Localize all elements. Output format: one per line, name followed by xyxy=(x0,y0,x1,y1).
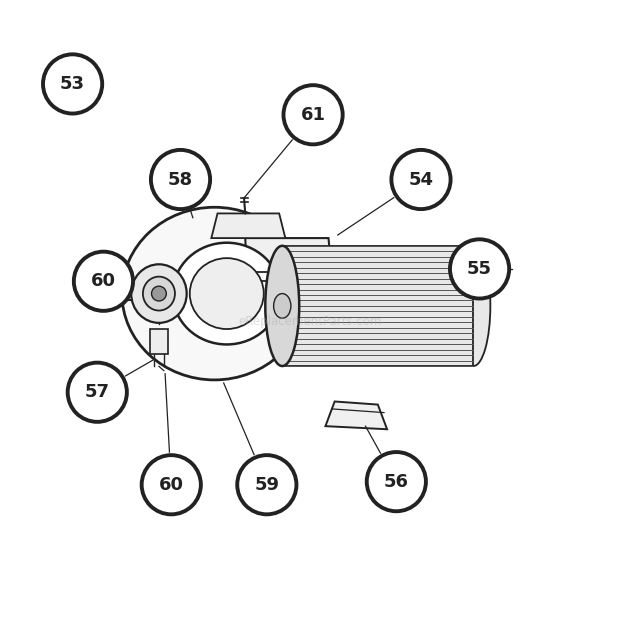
Ellipse shape xyxy=(122,207,307,380)
Text: 56: 56 xyxy=(384,473,409,491)
Polygon shape xyxy=(211,213,285,238)
Text: 58: 58 xyxy=(168,171,193,188)
Text: 53: 53 xyxy=(60,75,85,93)
Ellipse shape xyxy=(173,243,281,344)
Text: 59: 59 xyxy=(254,476,280,494)
Text: 60: 60 xyxy=(159,476,184,494)
Circle shape xyxy=(366,452,426,511)
Ellipse shape xyxy=(143,277,175,310)
Ellipse shape xyxy=(273,294,291,318)
Polygon shape xyxy=(246,238,335,303)
Ellipse shape xyxy=(265,246,299,366)
Circle shape xyxy=(151,150,210,209)
Circle shape xyxy=(74,252,133,311)
Text: 57: 57 xyxy=(85,383,110,401)
Circle shape xyxy=(141,455,201,514)
Text: 55: 55 xyxy=(467,260,492,278)
Circle shape xyxy=(283,85,343,145)
Ellipse shape xyxy=(190,258,264,329)
Text: 54: 54 xyxy=(409,171,433,188)
Circle shape xyxy=(43,54,102,114)
Circle shape xyxy=(237,455,296,514)
Ellipse shape xyxy=(131,265,187,323)
Ellipse shape xyxy=(456,246,490,366)
Circle shape xyxy=(391,150,451,209)
Text: 61: 61 xyxy=(301,106,326,124)
Text: eReplacementParts.com: eReplacementParts.com xyxy=(238,315,382,328)
FancyBboxPatch shape xyxy=(149,329,168,354)
Circle shape xyxy=(151,286,166,301)
Polygon shape xyxy=(326,402,387,430)
Polygon shape xyxy=(282,246,474,366)
Circle shape xyxy=(68,363,127,422)
Text: 60: 60 xyxy=(91,273,116,290)
Circle shape xyxy=(450,239,509,298)
